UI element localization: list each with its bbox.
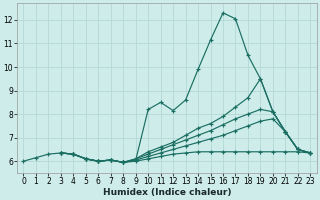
X-axis label: Humidex (Indice chaleur): Humidex (Indice chaleur) xyxy=(103,188,231,197)
